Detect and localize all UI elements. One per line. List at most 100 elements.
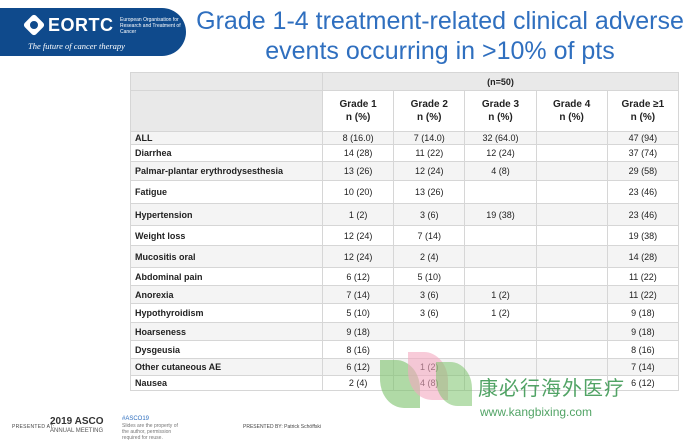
hashtag: #ASCO19 [122, 416, 150, 422]
grade-value-cell: 32 (64.0) [464, 131, 537, 145]
presented-by: PRESENTED BY: Patrick Schöffski [243, 424, 321, 430]
slide-footer: PRESENTED AT: 2019 ASCO ANNUAL MEETING #… [0, 408, 694, 443]
grade-value-cell [464, 267, 537, 286]
grade-value-cell: 11 (22) [393, 144, 466, 162]
column-label: Grade 2 [410, 99, 448, 110]
group-label: (n=50) [322, 72, 679, 91]
asco-title: 2019 ASCO [50, 416, 104, 427]
grade-value-cell: 5 (10) [393, 267, 466, 286]
grade-value-cell: 11 (22) [606, 285, 680, 304]
grade-value-cell [535, 322, 608, 341]
grade-value-cell: 7 (14.0) [393, 131, 466, 145]
grade-value-cell [464, 375, 537, 391]
header-blank-cell [130, 72, 323, 91]
grade-value-cell: 47 (94) [606, 131, 680, 145]
table-row: Palmar-plantar erythrodysesthesia 13 (26)… [130, 161, 680, 181]
grade-value-cell: 6 (12) [606, 375, 680, 391]
grade-value-cell: 23 (46) [606, 203, 680, 226]
grade-value-cell: 8 (16) [606, 340, 680, 359]
column-unit: n (%) [559, 112, 584, 123]
grade-value-cell: 7 (14) [321, 285, 395, 304]
eortc-logo: EORTC European Organisation for Research… [0, 8, 186, 56]
table-row: Mucositis oral 12 (24) 2 (4) 14 (28) [130, 245, 680, 268]
column-label: Grade ≥1 [621, 99, 665, 110]
table-row: Weight loss 12 (24) 7 (14) 19 (38) [130, 225, 680, 246]
grade-value-cell [535, 358, 608, 376]
adverse-event-name: Other cutaneous AE [130, 358, 323, 376]
adverse-events-table-container: (n=50) Grade 1 n (%) Grade 2 n (%) Grade… [130, 72, 680, 391]
column-header-grade-2: Grade 2 n (%) [393, 90, 466, 132]
logo-name: EORTC [48, 15, 114, 35]
grade-value-cell: 6 (12) [321, 267, 395, 286]
grade-value-cell [535, 267, 608, 286]
permission-note: Slides are the property of the author, p… [122, 423, 178, 441]
eortc-logo-icon [22, 13, 46, 37]
header-blank-cell [130, 90, 323, 132]
grade-value-cell [535, 285, 608, 304]
grade-value-cell: 14 (28) [606, 245, 680, 268]
column-label: Grade 1 [339, 99, 377, 110]
column-header-grade-4: Grade 4 n (%) [535, 90, 608, 132]
grade-value-cell [535, 245, 608, 268]
adverse-event-name: Hypothyroidism [130, 303, 323, 323]
adverse-event-name: Diarrhea [130, 144, 323, 162]
logo-subtitle: European Organisation for Research and T… [120, 17, 181, 35]
column-label: Grade 3 [481, 99, 520, 110]
grade-value-cell [464, 225, 537, 246]
grade-value-cell: 14 (28) [321, 144, 395, 162]
table-group-header-row: (n=50) [130, 72, 679, 91]
grade-value-cell: 8 (16) [321, 340, 395, 359]
grade-value-cell: 9 (18) [606, 322, 680, 341]
grade-value-cell: 11 (22) [606, 267, 680, 286]
table-column-header-row: Grade 1 n (%) Grade 2 n (%) Grade 3 n (%… [130, 90, 680, 132]
grade-value-cell [535, 161, 608, 181]
column-unit: n (%) [345, 112, 371, 123]
grade-value-cell: 19 (38) [606, 225, 680, 246]
grade-value-cell: 29 (58) [606, 161, 680, 181]
table-row: Hypertension 1 (2) 3 (6) 19 (38) 23 (46) [130, 203, 680, 226]
grade-value-cell: 13 (26) [321, 161, 395, 181]
grade-value-cell: 7 (14) [393, 225, 466, 246]
table-row: Hypothyroidism 5 (10) 3 (6) 1 (2) 9 (18) [130, 303, 680, 323]
grade-value-cell: 9 (18) [606, 303, 680, 323]
table-row: Abdominal pain 6 (12) 5 (10) 11 (22) [130, 267, 680, 286]
presented-at-label: PRESENTED AT: [12, 424, 55, 430]
column-header-grade-any: Grade ≥1 n (%) [606, 90, 680, 132]
logo-tagline: The future of cancer therapy [28, 41, 125, 51]
grade-value-cell: 3 (6) [393, 303, 466, 323]
grade-value-cell: 12 (24) [321, 245, 395, 268]
grade-value-cell: 19 (38) [464, 203, 537, 226]
grade-value-cell: 9 (18) [321, 322, 395, 341]
adverse-event-name: Abdominal pain [130, 267, 323, 286]
grade-value-cell [535, 375, 608, 391]
adverse-event-name: ALL [130, 131, 323, 145]
adverse-event-name: Weight loss [130, 225, 323, 246]
adverse-event-name: Fatigue [130, 180, 323, 204]
grade-value-cell: 23 (46) [606, 180, 680, 204]
column-unit: n (%) [630, 112, 656, 123]
adverse-event-name: Anorexia [130, 285, 323, 304]
grade-value-cell [535, 131, 608, 145]
table-body: ALL 8 (16.0) 7 (14.0) 32 (64.0) 47 (94) Diarr… [130, 131, 680, 391]
grade-value-cell [464, 245, 537, 268]
grade-value-cell: 1 (2) [321, 203, 395, 226]
column-unit: n (%) [488, 112, 513, 123]
grade-value-cell: 3 (6) [393, 203, 466, 226]
grade-value-cell [535, 203, 608, 226]
grade-value-cell: 10 (20) [321, 180, 395, 204]
grade-value-cell: 3 (6) [393, 285, 466, 304]
grade-value-cell [393, 322, 466, 341]
table-row: ALL 8 (16.0) 7 (14.0) 32 (64.0) 47 (94) [130, 131, 680, 145]
watermark-text: 康必行海外医疗 [478, 378, 625, 400]
adverse-event-name: Dysgeusia [130, 340, 323, 359]
grade-value-cell: 8 (16.0) [321, 131, 395, 145]
table-row: Diarrhea 14 (28) 11 (22) 12 (24) 37 (74) [130, 144, 680, 162]
grade-value-cell: 12 (24) [393, 161, 466, 181]
adverse-events-table: (n=50) Grade 1 n (%) Grade 2 n (%) Grade… [130, 72, 680, 391]
table-row: Fatigue 10 (20) 13 (26) 23 (46) [130, 180, 680, 204]
grade-value-cell: 12 (24) [321, 225, 395, 246]
table-row: Hoarseness 9 (18) 9 (18) [130, 322, 680, 341]
grade-value-cell [535, 225, 608, 246]
adverse-event-name: Nausea [130, 375, 323, 391]
adverse-event-name: Hypertension [130, 203, 323, 226]
